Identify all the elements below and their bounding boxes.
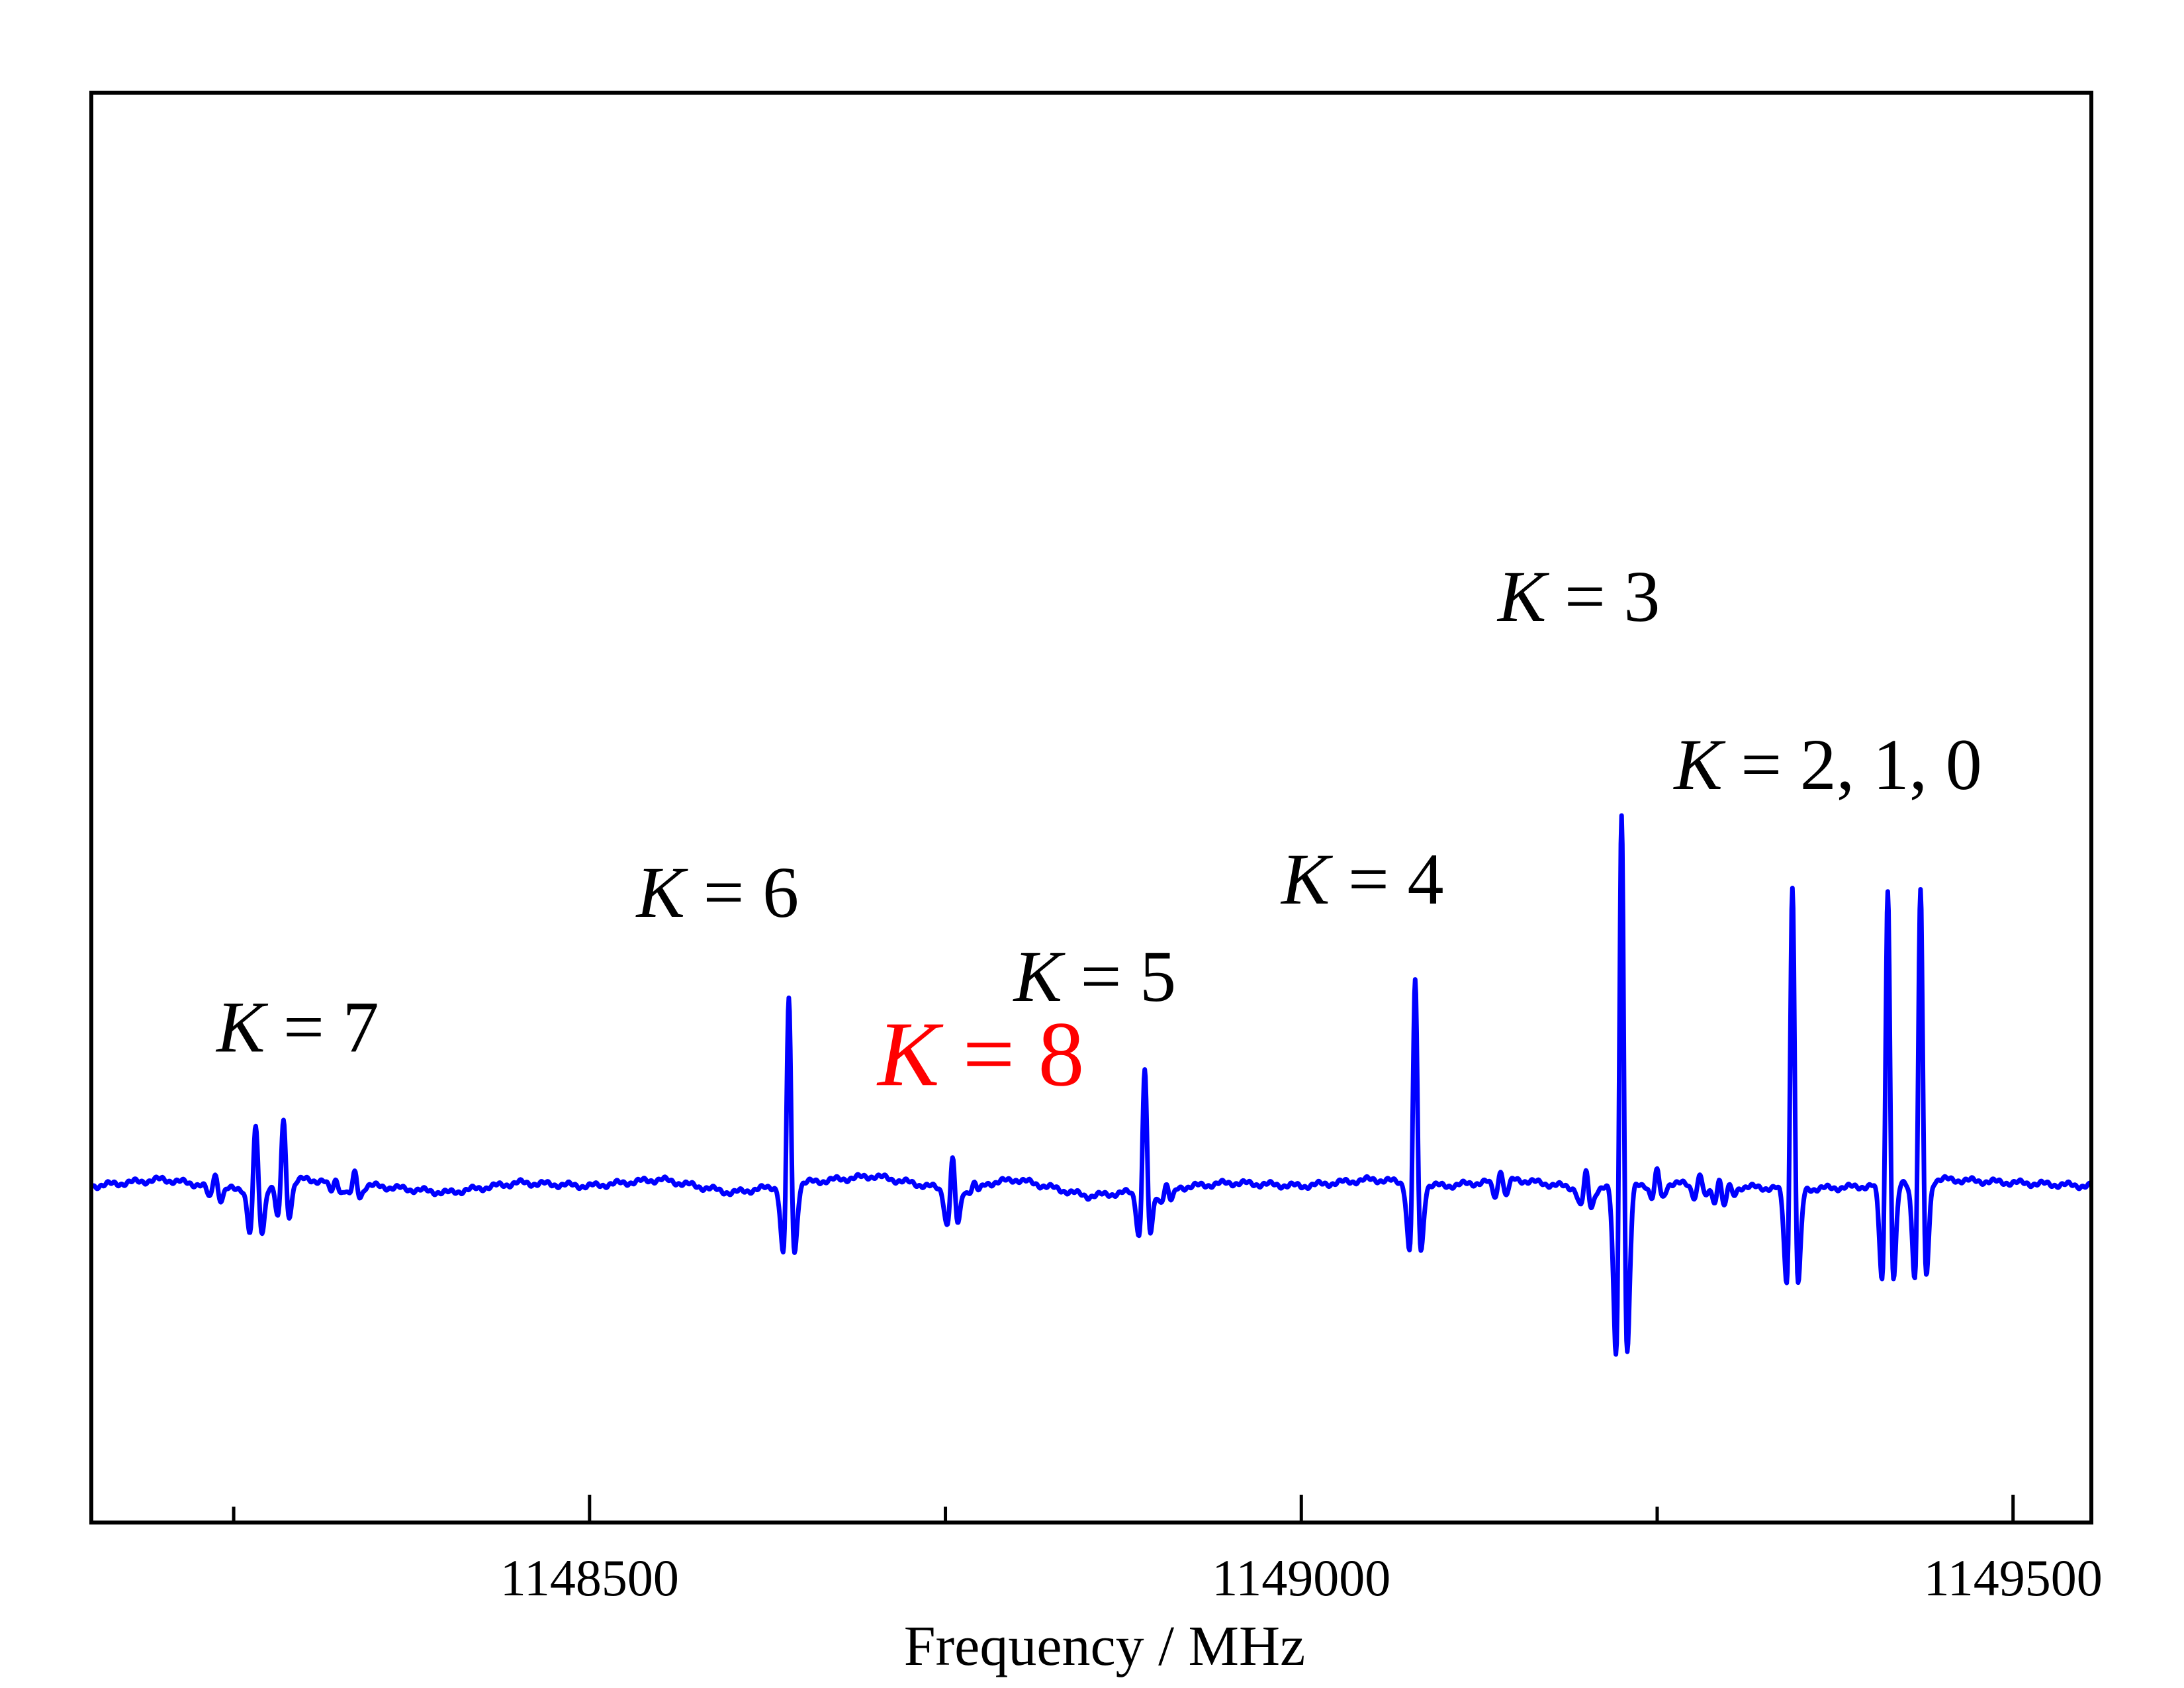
ticks-layer: 1148500 1149000 1149500	[232, 1495, 2103, 1607]
k-annotation: K = 7	[215, 986, 379, 1067]
x-tick-label: 1148500	[500, 1549, 679, 1607]
k-annotation: K = 8	[876, 1003, 1084, 1105]
k-annotation: K = 6	[635, 852, 799, 933]
plot-layer	[91, 813, 2091, 1357]
x-tick-label: 1149500	[1924, 1549, 2103, 1607]
k-annotation: K = 5	[1013, 936, 1176, 1017]
k-annotation: K = 3	[1496, 556, 1660, 637]
spectrum-line	[91, 813, 2091, 1357]
k-annotation: K = 2, 1, 0	[1672, 724, 1981, 805]
plot-frame	[89, 91, 2093, 1524]
k-annotation: K = 4	[1280, 839, 1443, 919]
labels-layer: K = 7 K = 6 K = 8K = 5 K = 4 K = 3 K = 2, 1, …	[215, 556, 1982, 1105]
x-tick-label: 1149000	[1212, 1549, 1390, 1607]
x-axis-title: Frequency / MHz	[904, 1614, 1306, 1677]
